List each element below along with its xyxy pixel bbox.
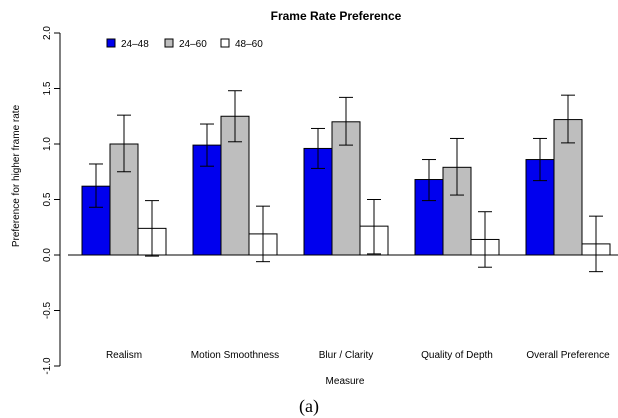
- category-label: Overall Preference: [526, 350, 610, 361]
- x-axis-label: Measure: [326, 376, 365, 387]
- y-tick-label: 0.0: [42, 248, 53, 262]
- legend-label: 24–48: [121, 39, 149, 50]
- chart-title: Frame Rate Preference: [271, 9, 402, 23]
- y-axis-label: Preference for higher frame rate: [11, 104, 22, 247]
- legend-label: 24–60: [179, 39, 207, 50]
- category-label: Blur / Clarity: [319, 350, 373, 361]
- y-tick-label: 1.0: [42, 137, 53, 151]
- legend-swatch: [106, 38, 116, 48]
- y-tick-label: -1.0: [42, 357, 53, 375]
- legend-swatch: [164, 38, 174, 48]
- bar-series-group: [68, 90, 618, 273]
- y-tick-label: 2.0: [42, 26, 53, 40]
- figure-caption: (a): [299, 396, 319, 417]
- y-axis: -1.0 -0.5 0.0 0.5 1.0 1.5 2.0: [42, 26, 61, 375]
- category-label: Quality of Depth: [421, 350, 493, 361]
- category-label: Realism: [106, 350, 142, 361]
- y-tick-label: -0.5: [42, 301, 53, 319]
- legend-swatch: [220, 38, 230, 48]
- y-tick-label: 1.5: [42, 81, 53, 95]
- legend: 24–48 24–60 48–60: [106, 38, 263, 50]
- category-label: Motion Smoothness: [191, 350, 279, 361]
- y-tick-label: 0.5: [42, 192, 53, 206]
- legend-label: 48–60: [235, 39, 263, 50]
- category-labels: Realism Motion Smoothness Blur / Clarity Qu…: [106, 350, 610, 361]
